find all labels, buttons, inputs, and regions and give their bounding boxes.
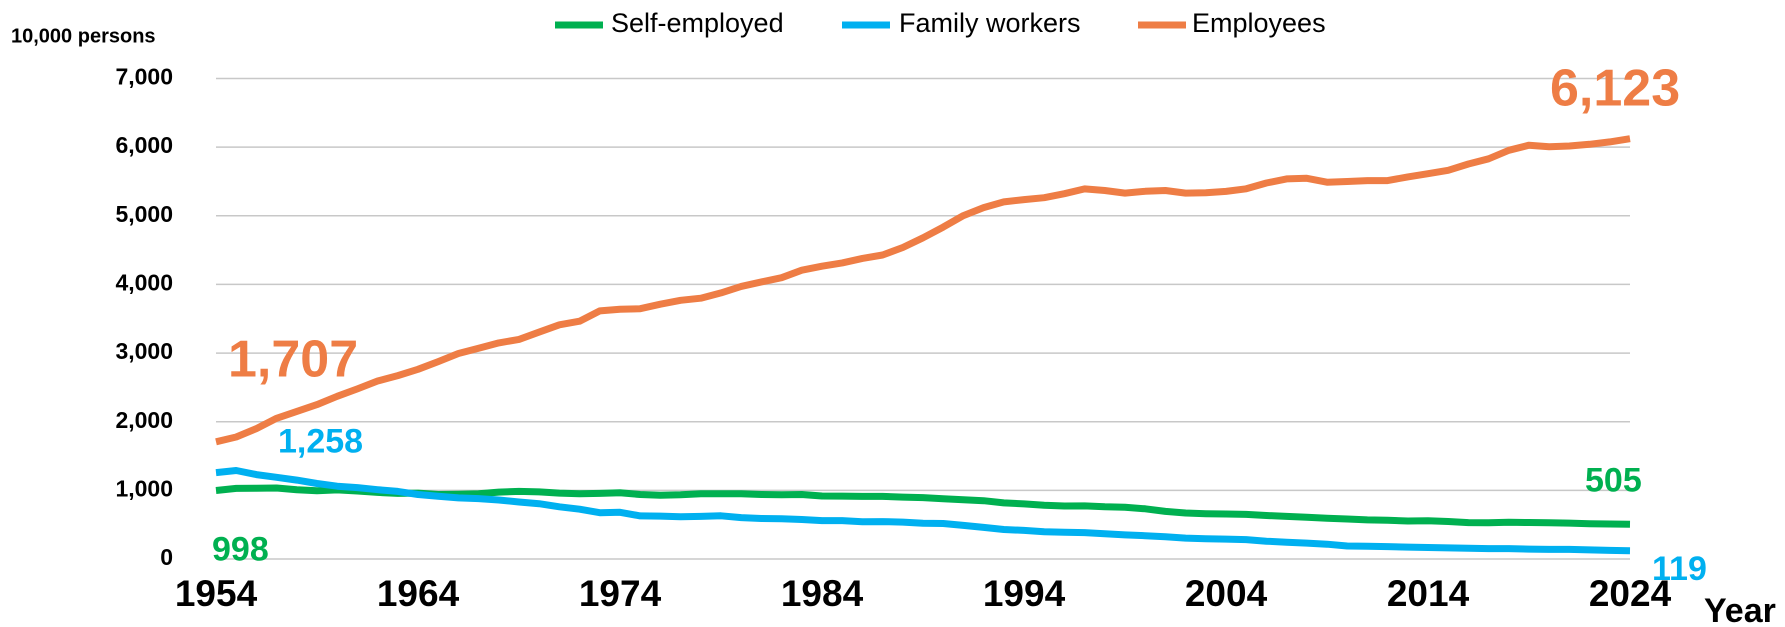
x-tick-label: 1974 [579,573,662,614]
x-tick-label: 1964 [377,573,460,614]
y-tick-label: 7,000 [115,64,173,90]
data-label: 998 [212,530,269,568]
x-tick-label: 1994 [983,573,1066,614]
x-tick-label: 1954 [175,573,258,614]
y-tick-label: 1,000 [115,475,173,501]
x-tick-label: 1984 [781,573,864,614]
x-tick-label: 2004 [1185,573,1268,614]
legend-label: Self-employed [611,8,784,38]
y-tick-label: 5,000 [115,201,173,227]
y-axis-label: 10,000 persons [11,25,156,47]
y-tick-label: 4,000 [115,270,173,296]
data-label: 1,258 [278,423,363,461]
data-label: 6,123 [1550,59,1680,117]
data-label: 119 [1652,550,1707,588]
legend-label: Family workers [899,8,1081,38]
y-tick-label: 6,000 [115,132,173,158]
x-tick-label: 2024 [1589,573,1672,614]
y-tick-label: 0 [160,544,173,570]
series-line [215,135,1631,446]
y-tick-label: 2,000 [115,407,173,433]
y-tick-label: 3,000 [115,338,173,364]
series-line [215,467,1631,555]
x-axis-label: Year [1704,592,1776,627]
data-label: 505 [1585,461,1642,499]
x-tick-label: 2014 [1387,573,1470,614]
legend-label: Employees [1192,8,1326,38]
data-label: 1,707 [228,331,358,389]
